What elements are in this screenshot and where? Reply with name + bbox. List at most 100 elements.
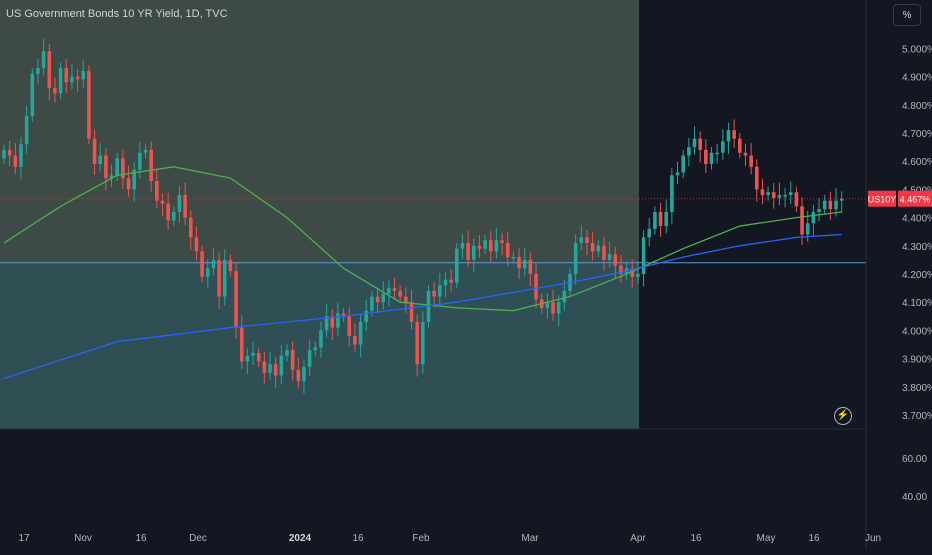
candle-body [87,70,91,139]
candle-body [36,68,40,74]
candle-body [460,242,465,249]
candle-body [732,130,736,139]
candle-body [285,350,289,356]
candle-body [115,158,119,176]
candle-body [234,271,238,328]
candle-body [449,279,453,283]
candle-body [364,310,369,322]
candle-body [47,51,52,88]
candle-body [268,364,272,373]
sub-y-tick-label: 40.00 [902,492,927,503]
candle-body [800,206,804,235]
candle-body [500,240,504,243]
candle-body [126,178,131,190]
candle-body [166,203,170,221]
candle-body [30,73,35,117]
moving-average-line-blue [3,233,842,379]
candle-body [273,364,278,376]
candle-body [415,321,419,365]
candle-body [579,237,584,243]
y-tick-label: 4.100% [902,298,932,309]
candle-body [353,336,357,345]
candle-body [545,302,550,308]
candle-body [262,361,267,373]
candle-body [517,257,521,269]
candle-body [602,245,606,260]
candle-body [392,288,397,291]
candle-body [488,240,493,252]
candle-body [143,149,148,153]
candle-body [777,195,782,198]
lightning-icon[interactable]: ⚡ [834,407,852,425]
candle-body [70,76,74,83]
y-tick-label: 4.400% [902,214,932,225]
candle-body [522,259,527,269]
candle-body [556,302,561,314]
candle-body [511,257,516,259]
candle-body [715,152,719,155]
candle-body [647,228,652,238]
candle-body [341,313,346,317]
x-tick-label: 16 [135,533,147,544]
candle-body [217,259,221,297]
candle-body [251,352,255,356]
y-tick-label: 5.000% [902,44,932,55]
x-tick-label: 2024 [289,533,312,544]
x-tick-label: Nov [74,533,92,544]
candle-body [471,245,476,260]
candle-body [743,152,748,156]
candle-body [805,223,810,235]
candle-body [658,211,663,227]
candle-body [183,195,187,218]
candle-body [619,265,623,274]
candle-body [24,116,29,145]
candle-body [2,149,6,159]
y-tick-label: 4.200% [902,270,932,281]
candle-body [653,211,657,229]
candle-body [121,158,125,179]
y-tick-label: 4.700% [902,129,932,140]
candle-body [149,149,153,181]
candle-body [562,290,567,303]
x-tick-label: May [757,533,776,544]
candle-body [664,211,669,227]
x-tick-label: Jun [865,533,881,544]
candle-body [296,369,301,382]
sub-y-tick-label: 60.00 [902,454,927,465]
candle-body [675,172,680,176]
candle-body [104,155,108,179]
candle-body [494,240,499,252]
y-tick-label: 4.000% [902,326,932,337]
y-tick-label: 3.900% [902,355,932,366]
y-tick-label: 4.900% [902,73,932,84]
y-tick-label: 4.600% [902,157,932,168]
candle-body [64,68,69,83]
candle-body [783,195,787,197]
candle-body [754,166,759,190]
candle-body [194,237,199,252]
candle-body [313,347,318,351]
candle-body [307,350,312,368]
candle-body [155,180,159,201]
candle-body [455,248,459,283]
candle-body [528,259,533,274]
candle-body [687,147,691,156]
x-tick-label: 16 [690,533,702,544]
candle-body [596,245,601,252]
candle-body [188,217,193,238]
candle-body [245,355,250,362]
candle-body [443,279,448,286]
candle-body [466,242,470,260]
percent-scale-button[interactable]: % [893,4,921,26]
candle-body [381,293,386,303]
candle-body [766,192,770,196]
candle-body [177,195,182,212]
candle-body [822,200,827,210]
candle-body [630,268,635,277]
candle-body [613,254,618,266]
candle-body [681,155,685,173]
x-tick-label: 17 [18,533,30,544]
candle-body [670,175,674,212]
